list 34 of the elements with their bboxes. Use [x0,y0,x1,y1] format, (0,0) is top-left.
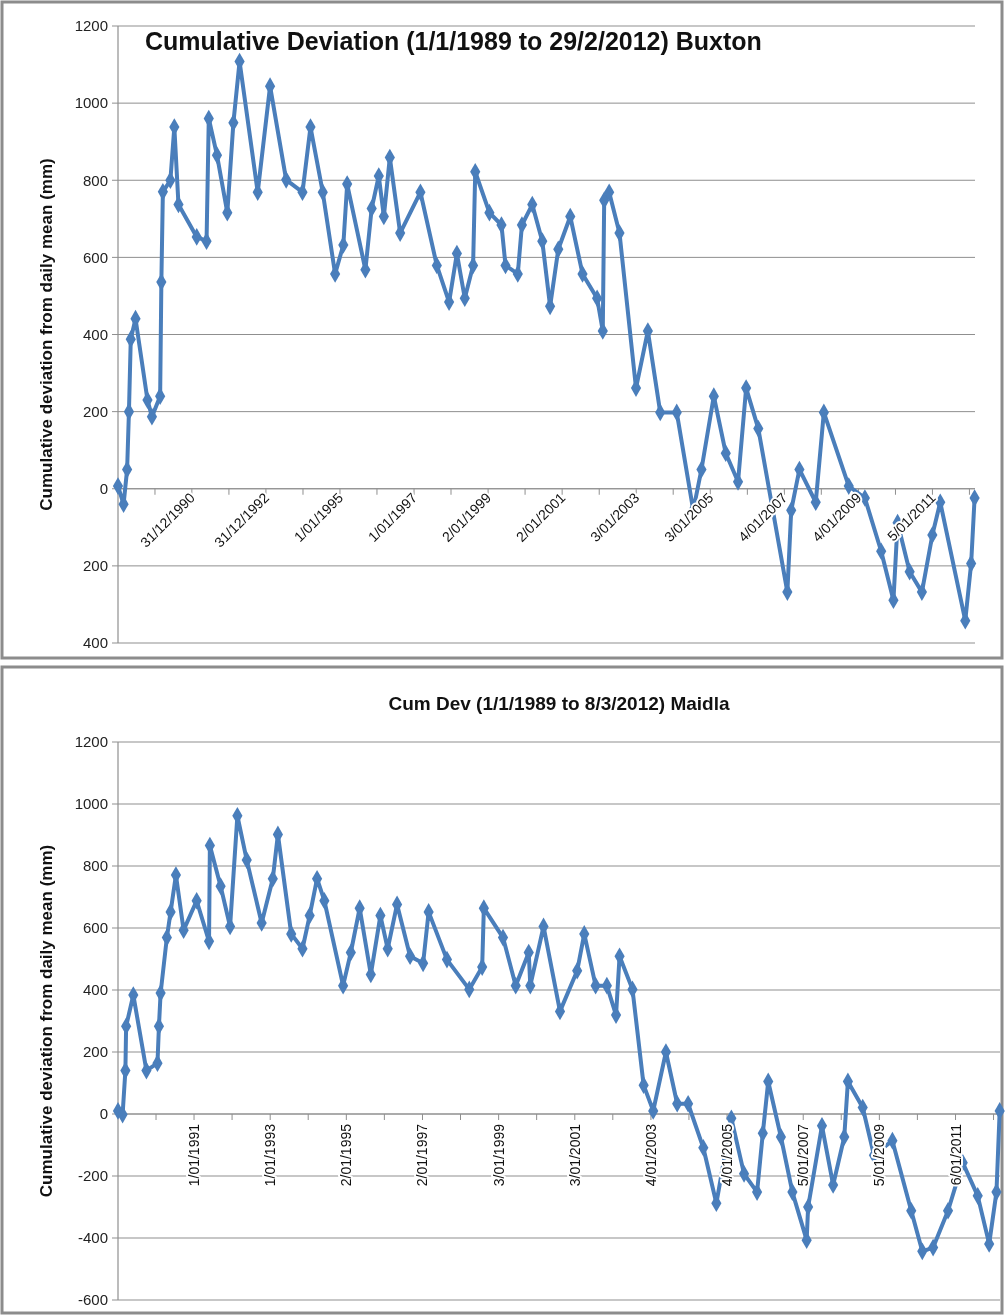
y-tick-label: 200 [82,557,108,575]
y-tick-label: 1000 [74,94,108,112]
y-tick-label: 400 [82,325,108,343]
y-tick-label: 200 [82,1043,108,1061]
x-tick-label: 6/01/2011 [947,1123,964,1186]
y-tick-label: 1000 [74,795,108,813]
y-tick-label: 600 [82,248,108,266]
y-tick-label: -400 [77,1229,108,1247]
y-tick-label: -600 [77,1291,108,1309]
y-tick-label: 1200 [74,733,108,751]
y-tick-label: 1200 [74,17,108,35]
x-tick-label: 2/01/1995 [338,1123,355,1187]
y-axis-title: Cumulative deviation from daily mean (mm) [37,158,56,511]
x-tick-label: 1/01/1993 [262,1123,279,1187]
x-tick-label: 1/01/1991 [186,1123,203,1187]
y-tick-label: 400 [82,634,108,652]
y-tick-label: 0 [99,1105,108,1123]
y-tick-label: 600 [82,919,108,937]
y-axis-title: Cumulative deviation from daily mean (mm) [37,844,56,1198]
x-tick-label: 5/01/2007 [795,1123,812,1187]
y-tick-label: 400 [82,981,108,999]
x-tick-label: 4/01/2005 [719,1123,736,1187]
y-tick-label: 800 [82,171,108,189]
y-tick-label: 0 [99,480,108,497]
chart-title: Cumulative Deviation (1/1/1989 to 29/2/2012) Buxton [145,27,762,55]
y-tick-label: -200 [77,1167,108,1185]
x-tick-label: 3/01/1999 [490,1123,507,1187]
x-tick-label: 4/01/2003 [642,1123,659,1187]
x-tick-label: 5/01/2009 [871,1123,888,1187]
y-tick-label: 800 [82,857,108,875]
x-tick-label: 2/01/1997 [414,1123,431,1187]
y-tick-label: 200 [82,402,108,420]
chart-title: Cum Dev (1/1/1989 to 8/3/2012) Maidla [388,693,730,714]
x-tick-label: 3/01/2001 [566,1123,583,1187]
